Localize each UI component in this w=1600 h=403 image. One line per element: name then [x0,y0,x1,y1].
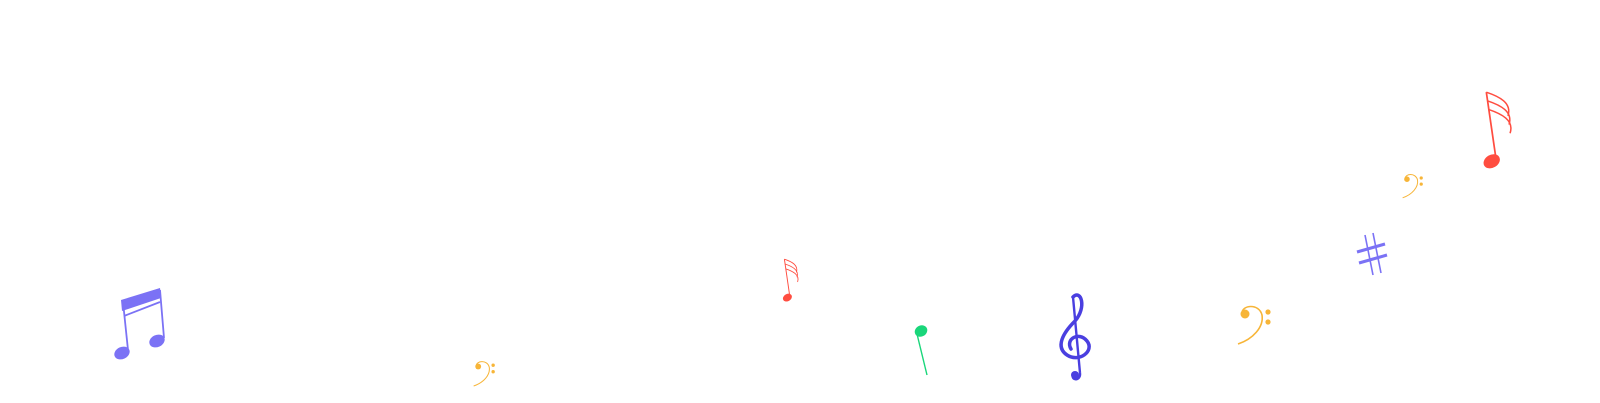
bass-clef-large [1237,305,1272,345]
bass-clef-small [473,361,496,387]
beamed-eighth-notes [114,288,165,360]
bass-clef-upper [1402,174,1424,199]
thirty-second-note-small [780,258,799,304]
treble-clef [1059,293,1091,381]
sharp-sign [1356,232,1388,276]
quarter-note [914,325,928,376]
thirty-second-note-large [1480,91,1512,173]
